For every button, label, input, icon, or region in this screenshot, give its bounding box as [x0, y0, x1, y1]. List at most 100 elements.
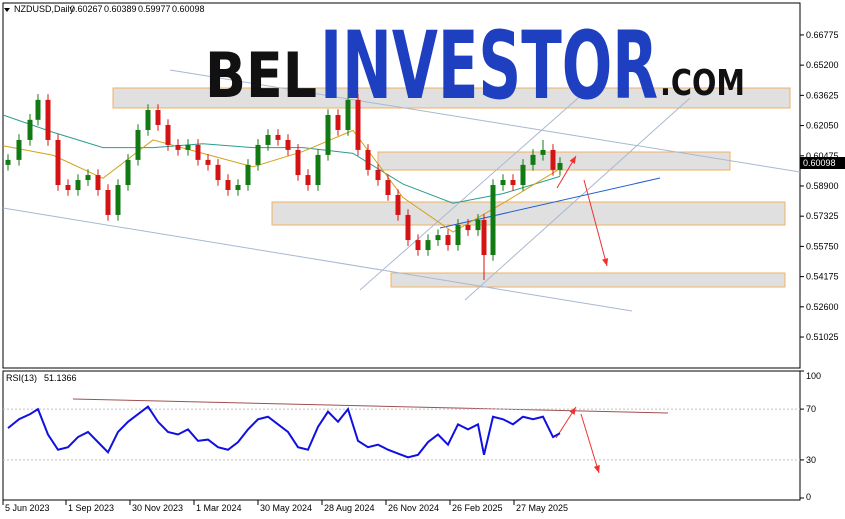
- candle-body: [215, 164, 221, 181]
- candle-body: [385, 180, 391, 195]
- candle-body: [415, 240, 421, 251]
- channel-line: [359, 91, 586, 291]
- x-tick-label: 30 May 2024: [260, 503, 312, 513]
- arrows: [555, 155, 609, 474]
- watermark-investor: INVESTOR: [320, 12, 658, 121]
- candle-body: [165, 124, 171, 145]
- y-tick-label: 0.52600: [806, 302, 839, 312]
- x-tick-label: 27 May 2025: [516, 503, 568, 513]
- candle-body: [185, 144, 191, 150]
- candle-body: [490, 185, 496, 256]
- candle-body: [305, 175, 311, 186]
- y-tick-label: 0.54175: [806, 272, 839, 282]
- candle-body: [550, 149, 556, 170]
- candle-body: [435, 235, 441, 241]
- candle-body: [325, 115, 331, 155]
- candle-body: [445, 235, 451, 246]
- zone: [112, 87, 791, 109]
- x-tick-label: 1 Sep 2023: [68, 503, 114, 513]
- support-line: [439, 177, 661, 229]
- candle-body: [155, 110, 161, 125]
- header-value: 0.60267: [70, 4, 103, 14]
- channel-line: [464, 97, 691, 301]
- candle-body: [245, 164, 251, 186]
- arrow-head: [593, 465, 600, 473]
- candle-body: [315, 154, 321, 186]
- header-value: 0.60098: [172, 4, 205, 14]
- header-icon: [4, 8, 10, 12]
- candle-body: [205, 159, 211, 165]
- candle-body: [45, 99, 51, 140]
- rsi-panel: [2, 370, 801, 501]
- candle-body: [285, 139, 291, 150]
- candle-body: [465, 224, 471, 231]
- rsi-trendline: [72, 398, 669, 414]
- y-tick-label: 0.60475: [806, 151, 839, 161]
- candle-body: [455, 224, 461, 246]
- arrow-line: [583, 179, 608, 267]
- candle-body: [265, 134, 271, 145]
- candle-body: [105, 190, 111, 215]
- y-tick-label: 0.58900: [806, 181, 839, 191]
- rsi-line: [7, 405, 561, 459]
- x-tick-label: 5 Jun 2023: [5, 503, 50, 513]
- indicator-value: 51.1366: [44, 373, 77, 383]
- candle-body: [345, 99, 351, 130]
- rsi-tick-label: 0: [806, 492, 811, 502]
- candle-body: [175, 144, 181, 150]
- current-price-box: [800, 157, 845, 170]
- candle-body: [520, 164, 526, 186]
- candle-body: [27, 119, 33, 140]
- candle-body: [510, 180, 516, 186]
- watermark-bel: BEL: [205, 39, 317, 112]
- header-value: 0.60389: [104, 4, 137, 14]
- candle-body: [365, 149, 371, 170]
- rsi-tick-label: 100: [806, 371, 821, 381]
- candle-body: [55, 139, 61, 186]
- candle-body: [295, 149, 301, 176]
- candle-body: [425, 240, 431, 251]
- zone: [390, 272, 786, 288]
- candle-body: [65, 185, 71, 191]
- rsi-tick-label: 70: [806, 404, 816, 414]
- candle-body: [500, 180, 506, 186]
- candle-body: [115, 185, 121, 215]
- arrow-line: [580, 413, 600, 474]
- candle-body: [375, 169, 381, 181]
- x-tick-label: 26 Feb 2025: [452, 503, 503, 513]
- header-value: 0.59977: [138, 4, 171, 14]
- watermark: BEL INVESTOR .COM: [205, 12, 745, 121]
- candle-body: [16, 139, 22, 160]
- candle-body: [5, 159, 11, 165]
- candle-body: [395, 194, 401, 215]
- x-tick-label: 26 Nov 2024: [388, 503, 439, 513]
- y-tick-label: 0.65200: [806, 60, 839, 70]
- rsi-tick-label: 30: [806, 455, 816, 465]
- x-tick-label: 1 Mar 2024: [196, 503, 242, 513]
- candle-body: [145, 110, 151, 130]
- candle-body: [125, 159, 131, 186]
- candle-body: [85, 175, 91, 181]
- arrow-head: [602, 258, 609, 266]
- candle-body: [475, 219, 481, 231]
- candle-body: [75, 180, 81, 191]
- candle-body: [195, 144, 201, 160]
- moving-average: [2, 114, 561, 204]
- candle-body: [530, 154, 536, 165]
- candle-body: [225, 180, 231, 191]
- trendline: [169, 69, 801, 173]
- candle-body: [135, 129, 141, 160]
- y-tick-label: 0.63625: [806, 90, 839, 100]
- candle-body: [355, 99, 361, 150]
- candle-body: [235, 185, 241, 191]
- candle-body: [557, 162, 563, 170]
- current-price-label: 0.60098: [803, 158, 836, 168]
- indicator-title: RSI(13): [6, 373, 37, 383]
- y-tick-label: 0.66775: [806, 30, 839, 40]
- candle-body: [275, 134, 281, 140]
- watermark-com: .COM: [660, 63, 745, 104]
- candle-body: [35, 99, 41, 120]
- zone: [271, 201, 786, 226]
